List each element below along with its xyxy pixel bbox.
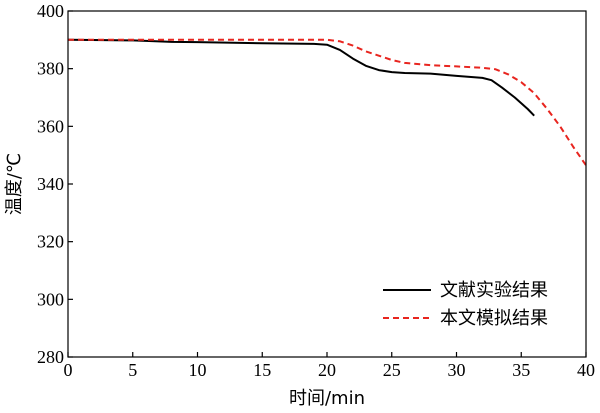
y-axis-title: 温度/℃ [4, 153, 25, 215]
y-tick-label: 340 [37, 174, 64, 194]
ticks-layer: 0 5 10 15 20 25 30 35 40 280 300 320 340 360 380 400 [37, 1, 595, 380]
y-tick-label: 320 [37, 232, 64, 252]
x-tick-label: 15 [253, 360, 271, 380]
x-axis-title: 时间/min [289, 388, 365, 409]
x-tick-label: 30 [448, 360, 466, 380]
x-tick-label: 25 [383, 360, 401, 380]
series-line-1 [68, 38, 587, 166]
x-tick-label: 5 [128, 360, 137, 380]
x-tick-label: 10 [189, 360, 207, 380]
x-tick-label: 35 [512, 360, 530, 380]
y-tick-label: 380 [37, 59, 64, 79]
x-tick-label: 20 [318, 360, 336, 380]
y-tick-label: 300 [37, 289, 64, 309]
series-line-0 [67, 38, 535, 117]
legend-label-simulation: 本文模拟结果 [440, 308, 548, 329]
x-tick-label: 40 [577, 360, 595, 380]
legend-label-experiment: 文献实验结果 [440, 280, 548, 301]
y-tick-label: 360 [37, 116, 64, 136]
x-tick-label: 0 [64, 360, 73, 380]
y-tick-label: 400 [37, 1, 64, 21]
legend: 文献实验结果 本文模拟结果 [383, 280, 548, 329]
y-tick-label: 280 [37, 347, 64, 367]
plot-frame [67, 10, 587, 358]
series-layer [67, 38, 587, 166]
